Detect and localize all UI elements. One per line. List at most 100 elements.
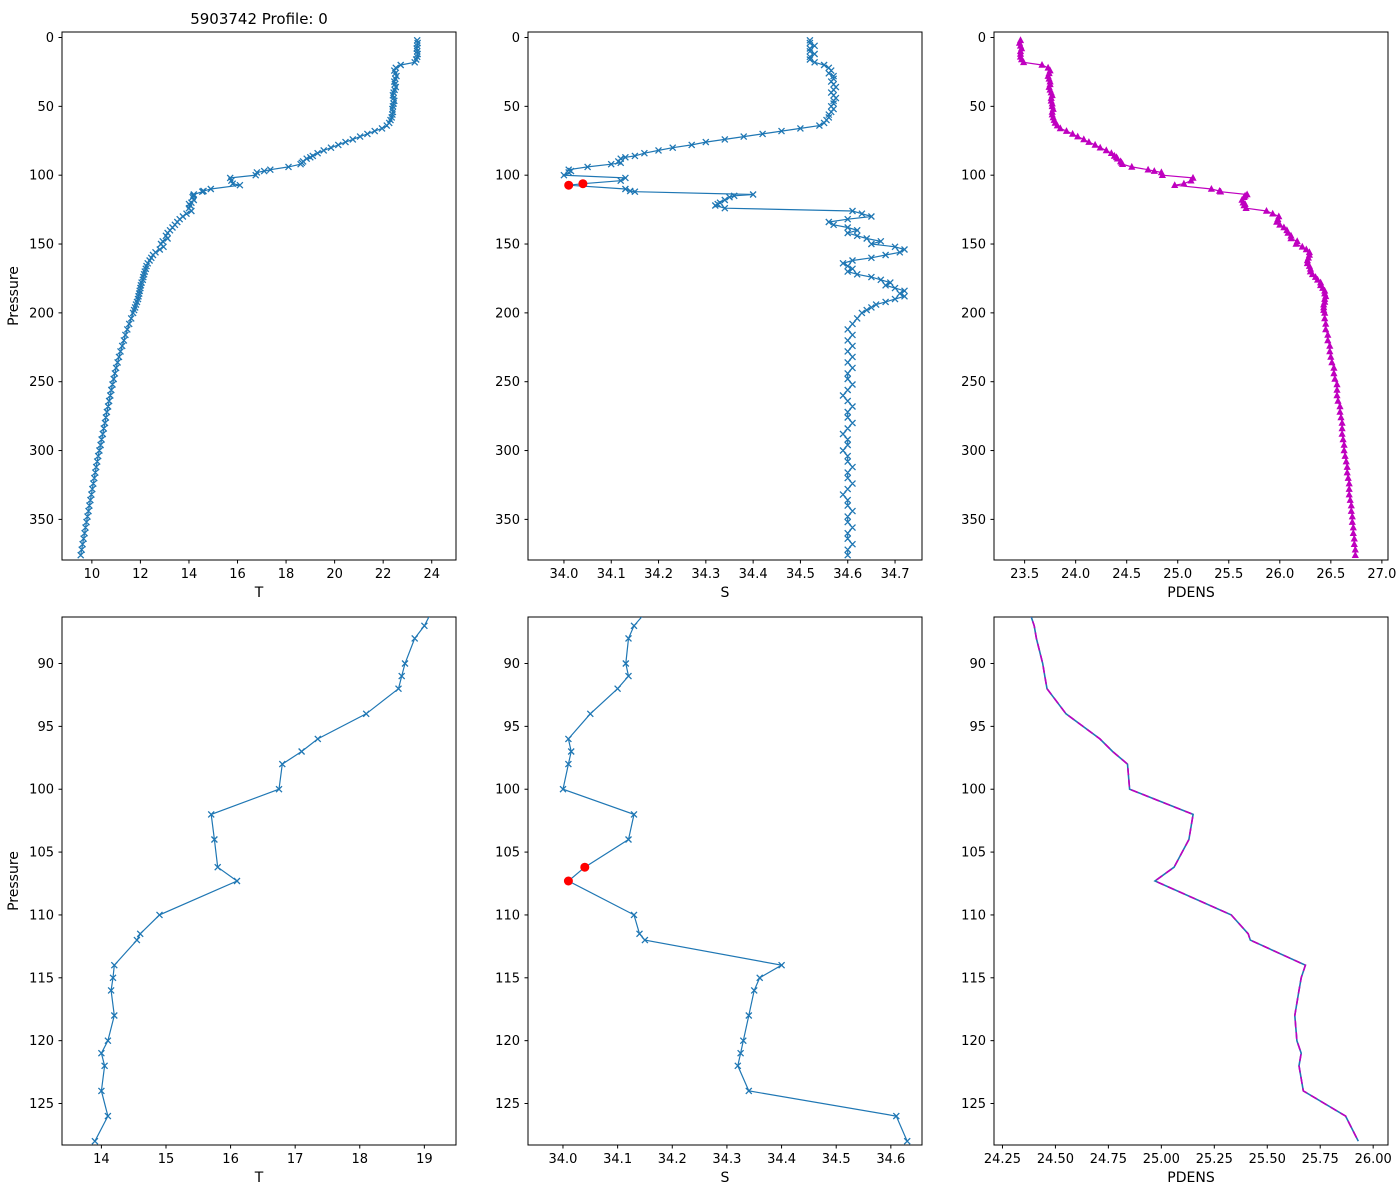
salinity-profile-x-markers [560, 36, 908, 559]
y-tick-label: 125 [29, 1097, 54, 1112]
x-tick-label: 24.0 [1061, 567, 1090, 582]
plot-frame [61, 31, 457, 561]
chart-svg-pdens-full: 23.5 24.0 24.5 25.0 25.5 26.0 26.5 27.0 PDENS 0 50… [961, 31, 1396, 601]
x-axis: 10 12 14 16 18 20 22 24 T [84, 560, 440, 601]
y-axis: 0 50 100 150 200 250 300 350 [495, 31, 528, 528]
y-tick-label: 300 [495, 444, 520, 459]
flagged-points-circle-marker [580, 862, 590, 872]
chart-svg-temperature-full: 10 12 14 16 18 20 22 24 T 0 50 100 150 200 250 300 350 Pr… [6, 31, 457, 601]
y-axis: 90 95 100 105 110 115 120 125 [961, 657, 994, 1112]
y-tick-label: 150 [495, 238, 520, 253]
x-tick-label: 19 [416, 1152, 433, 1167]
y-tick-label: 350 [495, 513, 520, 528]
y-tick-label: 0 [512, 31, 520, 46]
plot-frame [61, 616, 457, 1146]
pdens-zoom-base-line [1030, 617, 1360, 1142]
x-tick-label: 34.3 [691, 567, 720, 582]
x-tick-label: 25.0 [1163, 567, 1192, 582]
y-tick-label: 120 [961, 1034, 986, 1049]
x-tick-label: 25.25 [1196, 1152, 1233, 1167]
y-tick-label: 100 [961, 169, 986, 184]
y-tick-label: 105 [495, 846, 520, 861]
y-tick-label: 50 [969, 100, 986, 115]
x-tick-label: 18 [278, 567, 295, 582]
x-tick-label: 14 [93, 1152, 110, 1167]
x-axis-label: S [721, 585, 730, 600]
x-tick-label: 22 [375, 567, 392, 582]
y-tick-label: 95 [503, 720, 520, 735]
chart-svg-salinity-full: 34.0 34.1 34.2 34.3 34.4 34.5 34.6 34.7 S 0 50 100 1… [495, 31, 923, 601]
chart-svg-temperature-zoom: 14 15 16 17 18 19 T 90 95 100 105 110 115 120 125 Press… [6, 616, 457, 1186]
y-tick-label: 350 [961, 513, 986, 528]
y-tick-label: 300 [961, 444, 986, 459]
flagged-points-circle-marker [578, 179, 588, 189]
x-axis: 34.0 34.1 34.2 34.3 34.4 34.5 34.6 34.7 S [549, 560, 910, 601]
y-tick-label: 100 [29, 169, 54, 184]
data-series [91, 617, 430, 1145]
x-tick-label: 26.0 [1265, 567, 1294, 582]
x-tick-label: 34.2 [644, 567, 673, 582]
y-tick-label: 115 [495, 971, 520, 986]
y-tick-label: 115 [29, 971, 54, 986]
x-tick-label: 34.5 [822, 1152, 851, 1167]
x-tick-label: 25.75 [1302, 1152, 1339, 1167]
x-tick-label: 34.0 [548, 1152, 577, 1167]
x-tick-label: 34.1 [597, 567, 626, 582]
salinity-zoom-profile-line [562, 617, 908, 1142]
y-tick-label: 90 [969, 657, 986, 672]
x-tick-label: 25.00 [1143, 1152, 1180, 1167]
pdens-profile-line [1018, 40, 1356, 556]
y-tick-label: 150 [961, 238, 986, 253]
temperature-profile-x-markers [77, 36, 422, 559]
y-tick-label: 115 [961, 971, 986, 986]
data-series [1030, 617, 1360, 1142]
y-tick-label: 0 [978, 31, 986, 46]
x-tick-label: 34.3 [712, 1152, 741, 1167]
chart-svg-pdens-zoom: 24.25 24.50 24.75 25.00 25.25 25.50 25.75 26.00… [961, 616, 1392, 1186]
x-axis-label: T [254, 1170, 264, 1186]
temperature-zoom-profile-x-markers [91, 622, 428, 1145]
x-tick-label: 16 [222, 1152, 239, 1167]
y-tick-label: 0 [46, 31, 54, 46]
y-tick-label: 95 [969, 720, 986, 735]
x-tick-label: 26.5 [1316, 567, 1345, 582]
figure-title: 5903742 Profile: 0 [190, 10, 328, 28]
plot-frame [527, 31, 923, 561]
x-tick-label: 24.25 [984, 1152, 1021, 1167]
y-tick-label: 125 [961, 1097, 986, 1112]
y-axis: 0 50 100 150 200 250 300 350 [961, 31, 994, 528]
x-tick-label: 34.5 [786, 567, 815, 582]
plot-frame [993, 31, 1389, 561]
y-tick-label: 50 [37, 100, 54, 115]
x-tick-label: 27.0 [1367, 567, 1396, 582]
data-series [77, 36, 422, 559]
y-tick-label: 90 [503, 657, 520, 672]
pdens-profile-triangle-markers [1015, 36, 1359, 559]
temperature-profile-line [80, 40, 419, 556]
data-series [560, 36, 908, 559]
x-axis-label: PDENS [1167, 585, 1215, 600]
x-tick-label: 34.6 [876, 1152, 905, 1167]
y-axis-label: Pressure [6, 851, 22, 911]
x-axis-label: T [254, 585, 264, 600]
chart-pdens-zoom: 24.25 24.50 24.75 25.00 25.25 25.50 25.75 26.00… [932, 600, 1398, 1200]
plot-frame [527, 616, 923, 1146]
y-axis: 90 95 100 105 110 115 120 125 Pressure [6, 657, 62, 1112]
y-tick-label: 100 [29, 783, 54, 798]
y-tick-label: 105 [961, 846, 986, 861]
x-axis: 14 15 16 17 18 19 T [93, 1145, 433, 1186]
chart-salinity-zoom: 34.0 34.1 34.2 34.3 34.4 34.5 34.6 S 90 95 100 105 1… [466, 600, 932, 1200]
y-tick-label: 95 [37, 720, 54, 735]
chart-temperature-zoom: 14 15 16 17 18 19 T 90 95 100 105 110 115 120 125 Press… [0, 600, 466, 1200]
y-axis-label: Pressure [6, 266, 22, 326]
x-tick-label: 24.75 [1090, 1152, 1127, 1167]
x-tick-label: 26.00 [1355, 1152, 1392, 1167]
y-axis: 90 95 100 105 110 115 120 125 [495, 657, 528, 1112]
salinity-profile-line [561, 40, 907, 556]
x-axis: 34.0 34.1 34.2 34.3 34.4 34.5 34.6 S [548, 1145, 905, 1186]
x-tick-label: 34.6 [833, 567, 862, 582]
x-tick-label: 14 [181, 567, 198, 582]
y-tick-label: 110 [29, 908, 54, 923]
x-tick-label: 34.7 [881, 567, 910, 582]
